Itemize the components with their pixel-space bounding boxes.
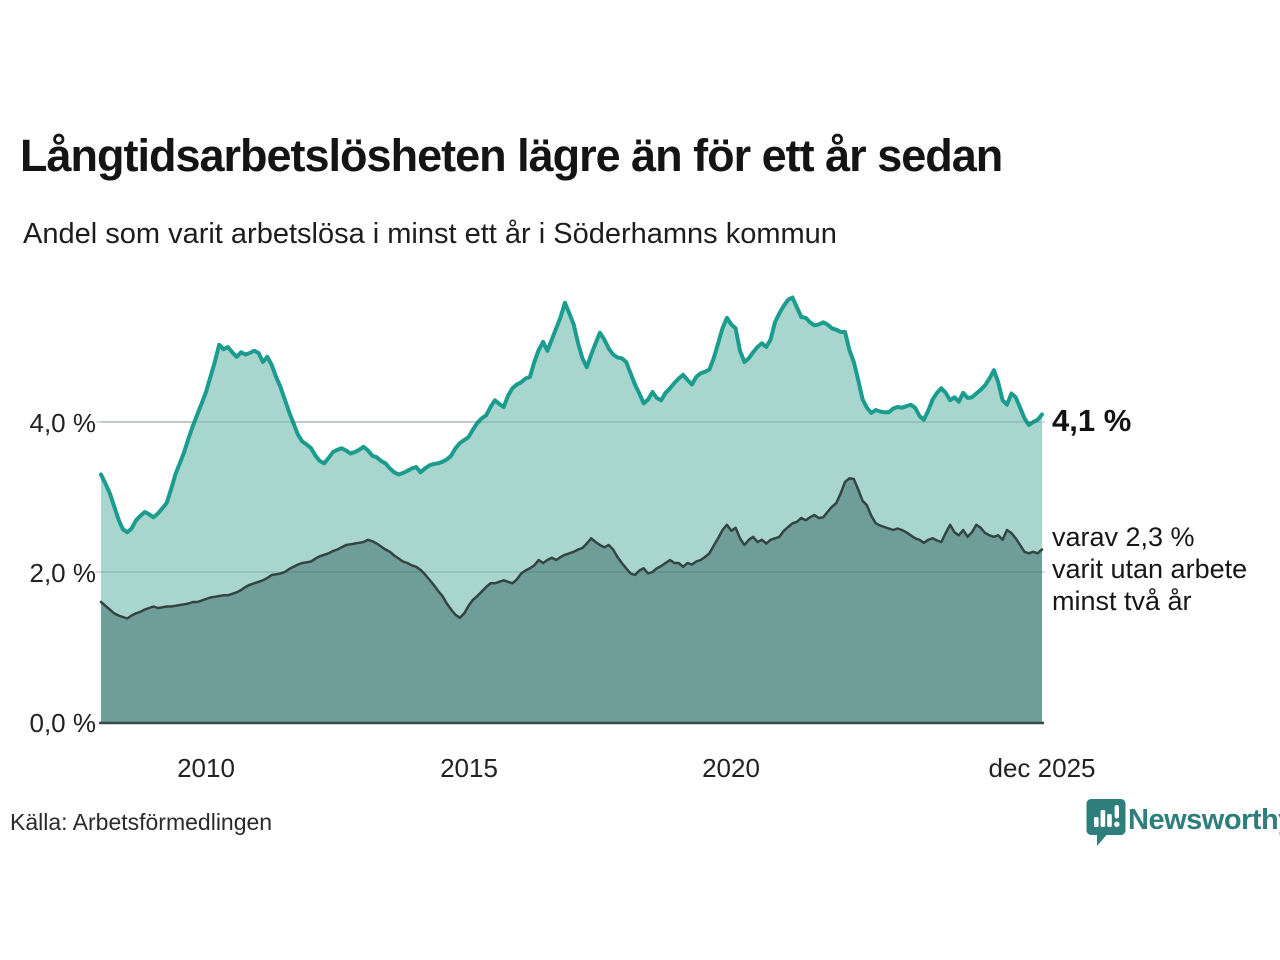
- area-unemployed-2yr: [101, 478, 1042, 722]
- logo-bar-2: [1100, 810, 1106, 827]
- two-year-annotation: varav 2,3 % varit utan arbete minst två …: [1052, 521, 1248, 617]
- chart-subtitle: Andel som varit arbetslösa i minst ett å…: [23, 218, 837, 250]
- y-axis-label-2: 2,0 %: [29, 558, 97, 588]
- gridlines-overlay: [101, 421, 1042, 573]
- line-unemployed-1yr: [99, 295, 1044, 535]
- newsworthy-logo-text: Newsworthy: [1128, 804, 1280, 836]
- x-axis-label-2020: 2020: [702, 753, 760, 783]
- logo-exclamation-dot: [1114, 821, 1120, 827]
- logo-bar-3: [1107, 814, 1112, 827]
- two-year-annotation-line2: varit utan arbete: [1052, 554, 1248, 584]
- two-year-annotation-line1: varav 2,3 %: [1052, 522, 1195, 552]
- y-axis-label-4: 4,0 %: [29, 408, 97, 438]
- x-axis-label-2010: 2010: [177, 753, 235, 783]
- page-title: Långtidsarbetslösheten lägre än för ett …: [20, 130, 1003, 181]
- newsworthy-logo-icon: [1086, 799, 1126, 846]
- logo-exclamation-stem: [1114, 805, 1119, 819]
- two-year-annotation-line3: minst två år: [1052, 586, 1192, 616]
- x-axis-label-dec-2025: dec 2025: [988, 753, 1096, 783]
- x-axis-label-2015: 2015: [440, 753, 498, 783]
- source-note: Källa: Arbetsförmedlingen: [10, 809, 273, 835]
- latest-value-label: 4,1 %: [1052, 403, 1138, 439]
- logo-bar-1: [1094, 817, 1099, 827]
- y-axis-label-0: 0,0 %: [29, 708, 97, 738]
- line-unemployed-2yr: [99, 477, 1044, 620]
